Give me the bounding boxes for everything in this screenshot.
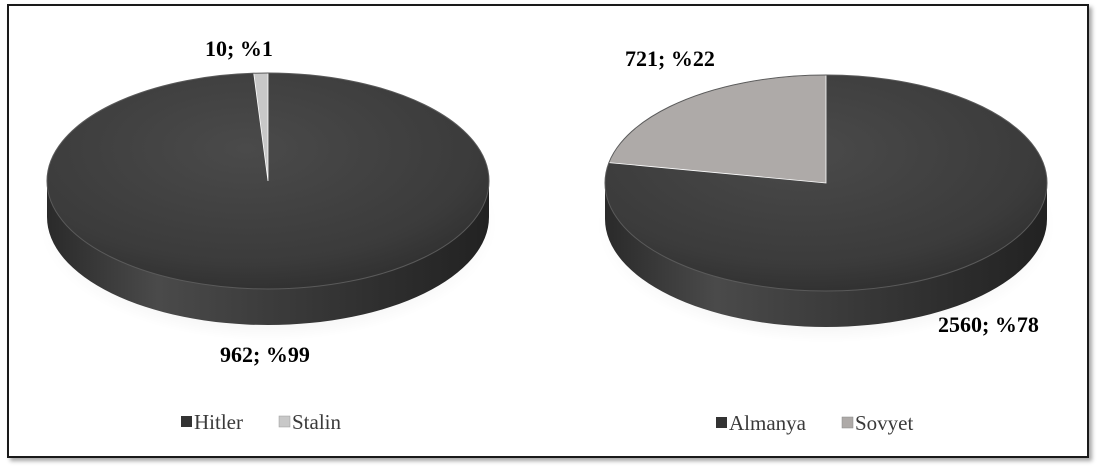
pie-chart-hitler-stalin: [39, 72, 497, 341]
data-label-sovyet: 721; %22: [625, 46, 715, 71]
data-label-stalin: 10; %1: [205, 36, 273, 61]
pie-side-wall: [47, 181, 489, 325]
legend-label-sovyet: Sovyet: [855, 411, 914, 435]
pie-chart-almanya-sovyet: [597, 74, 1055, 343]
legend-pie-2: Almanya Sovyet: [716, 411, 914, 435]
legend-swatch-almanya: [716, 417, 727, 428]
pie-side-wall: [605, 183, 1047, 327]
pie-rim: [46, 72, 490, 290]
legend-label-hitler: Hitler: [194, 410, 243, 434]
legend-swatch-stalin: [278, 415, 291, 428]
pie-rim: [604, 74, 1048, 292]
legend-label-stalin: Stalin: [292, 410, 342, 434]
data-label-almanya: 2560; %78: [938, 312, 1039, 337]
data-label-hitler: 962; %99: [220, 342, 310, 367]
legend-label-almanya: Almanya: [729, 411, 807, 435]
legend-swatch-hitler: [181, 416, 192, 427]
legend-pie-1: Hitler Stalin: [181, 410, 342, 434]
legend-swatch-sovyet: [841, 416, 854, 429]
